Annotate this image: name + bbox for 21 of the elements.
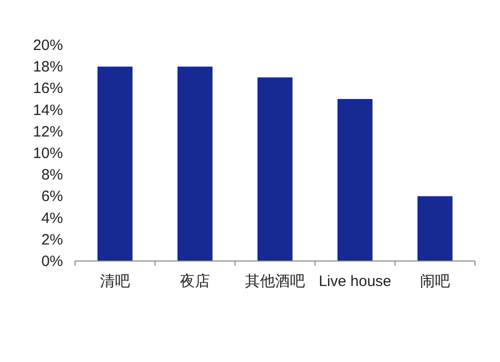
bar [338,99,372,261]
y-tick-label: 14% [32,102,63,119]
x-tick-label: 夜店 [180,273,210,290]
y-tick-label: 12% [32,123,63,140]
x-tick-label: 其他酒吧 [245,273,305,290]
bar [98,66,132,261]
y-tick-label: 16% [32,80,63,98]
bar [178,66,212,261]
y-tick-label: 20% [32,37,63,54]
y-tick-label: 10% [32,145,63,162]
bar [418,196,452,261]
x-tick-label: 清吧 [100,273,130,290]
x-tick-label: 闹吧 [420,273,450,290]
bar [258,77,292,261]
x-tick-label: Live house [318,273,392,290]
y-tick-label: 2% [41,231,63,248]
y-tick-label: 0% [41,253,63,270]
y-tick-label: 6% [41,188,63,206]
y-tick-label: 8% [41,166,63,184]
y-tick-label: 4% [41,210,63,227]
y-tick-label: 18% [32,58,63,76]
